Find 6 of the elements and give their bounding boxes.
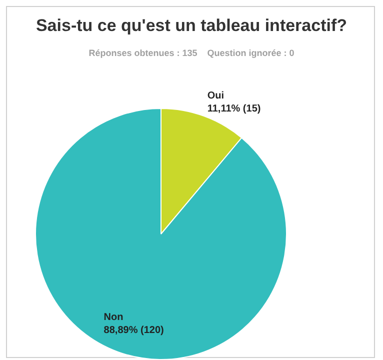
slice-label: Non: [104, 312, 124, 324]
data-label: 88,89% (120): [104, 325, 164, 336]
slice-label: Oui: [207, 90, 224, 102]
data-label: 11,11% (15): [207, 103, 261, 114]
chart-subtitle: Réponses obtenues : 135 Question ignorée : 0: [88, 48, 296, 58]
chart-title: Sais-tu ce qu'est un tableau interactif?: [34, 16, 348, 36]
